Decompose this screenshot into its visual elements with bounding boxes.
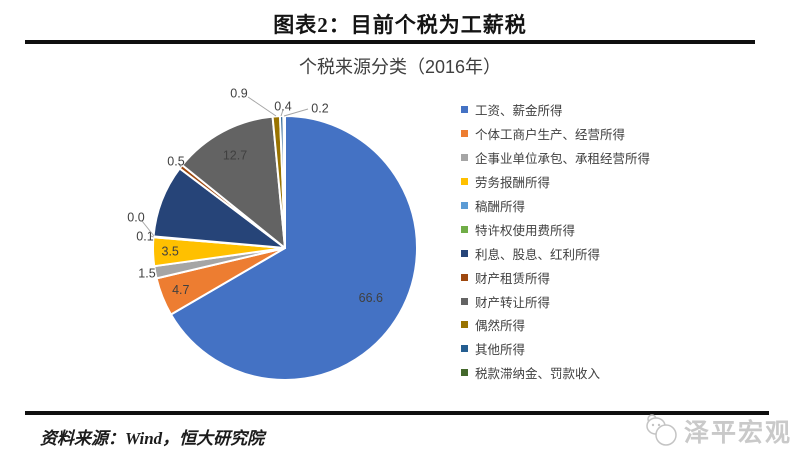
legend-item-9: 偶然所得 <box>461 313 650 337</box>
legend-item-10: 其他所得 <box>461 337 650 361</box>
legend-item-2: 企事业单位承包、承租经营所得 <box>461 146 650 170</box>
legend-swatch-2 <box>461 154 468 162</box>
legend-label-8: 财产转让所得 <box>475 295 551 310</box>
legend-swatch-0 <box>461 106 468 114</box>
legend-item-5: 特许权使用费所得 <box>461 217 650 241</box>
pie-slice-8 <box>181 115 286 249</box>
legend-item-0: 工资、薪金所得 <box>461 98 650 122</box>
legend-item-4: 稿酬所得 <box>461 194 650 218</box>
legend-item-11: 税款滞纳金、罚款收入 <box>461 361 650 385</box>
watermark-text: 泽平宏观 <box>683 419 792 447</box>
legend-label-7: 财产租赁所得 <box>475 271 551 286</box>
legend-item-8: 财产转让所得 <box>461 289 650 313</box>
top-divider-line <box>25 40 755 44</box>
legend-label-6: 利息、股息、红利所得 <box>475 247 601 262</box>
pie-data-label-4: 0.1 <box>136 230 153 244</box>
pie-data-label-0: 66.6 <box>359 291 383 305</box>
legend-item-6: 利息、股息、红利所得 <box>461 241 650 265</box>
source-note: 资料来源：Wind，恒大研究院 <box>40 429 265 448</box>
legend-item-7: 财产租赁所得 <box>461 265 650 289</box>
legend-swatch-8 <box>461 297 468 305</box>
legend-label-3: 劳务报酬所得 <box>475 176 551 191</box>
pie-data-label-10: 0.4 <box>274 100 291 114</box>
leader-line-10 <box>280 109 284 117</box>
legend-swatch-9 <box>461 321 468 329</box>
watermark: 泽平宏观 <box>642 412 792 450</box>
legend-label-9: 偶然所得 <box>475 319 526 334</box>
pie-data-label-11: 0.2 <box>311 102 328 116</box>
leader-line-9 <box>247 96 277 117</box>
legend-label-4: 稿酬所得 <box>475 200 526 214</box>
pie-data-label-2: 1.5 <box>138 267 155 281</box>
legend-label-1: 个体工商户生产、经营所得 <box>475 128 626 143</box>
legend-swatch-5 <box>461 225 468 233</box>
legend-swatch-6 <box>461 249 468 257</box>
leader-line-7 <box>177 162 182 168</box>
legend-swatch-10 <box>461 345 468 353</box>
legend-label-5: 特许权使用费所得 <box>475 223 576 238</box>
legend-swatch-7 <box>461 273 468 281</box>
pie-data-label-5: 0.0 <box>127 211 144 225</box>
report-title: 图表2：目前个税为工薪税 <box>273 13 527 37</box>
zeping-macro-logo-icon <box>646 414 677 446</box>
legend-swatch-3 <box>461 178 468 186</box>
pie-data-label-1: 4.7 <box>172 283 189 297</box>
pie-chart: 66.6 4.7 1.5 3.5 0.1 0.0 0.5 12.7 0.9 0.4 0.2 <box>127 87 418 381</box>
legend-label-2: 企事业单位承包、承租经营所得 <box>475 152 651 167</box>
legend-item-1: 个体工商户生产、经营所得 <box>461 122 650 146</box>
leader-line-11 <box>283 108 309 117</box>
legend-item-3: 劳务报酬所得 <box>461 170 650 194</box>
pie-data-label-9: 0.9 <box>230 87 247 101</box>
legend-swatch-11 <box>461 369 468 377</box>
pie-data-label-3: 3.5 <box>162 245 179 259</box>
legend-swatch-1 <box>461 130 468 138</box>
bottom-divider-line <box>25 411 769 415</box>
pie-data-label-7: 0.5 <box>167 155 184 169</box>
leader-line-5 <box>141 220 155 237</box>
legend-swatch-4 <box>461 202 468 209</box>
legend-label-11: 税款滞纳金、罚款收入 <box>475 367 601 382</box>
leader-line-4 <box>150 235 154 238</box>
legend-label-10: 其他所得 <box>475 343 526 358</box>
pie-data-label-8: 12.7 <box>223 149 247 163</box>
chart-legend: 工资、薪金所得个体工商户生产、经营所得企事业单位承包、承租经营所得 劳务报酬所得稿… <box>461 98 650 385</box>
chart-title: 个税来源分类（2016年） <box>298 57 502 77</box>
legend-label-0: 工资、薪金所得 <box>475 104 563 119</box>
pie-slice-0 <box>169 115 418 381</box>
